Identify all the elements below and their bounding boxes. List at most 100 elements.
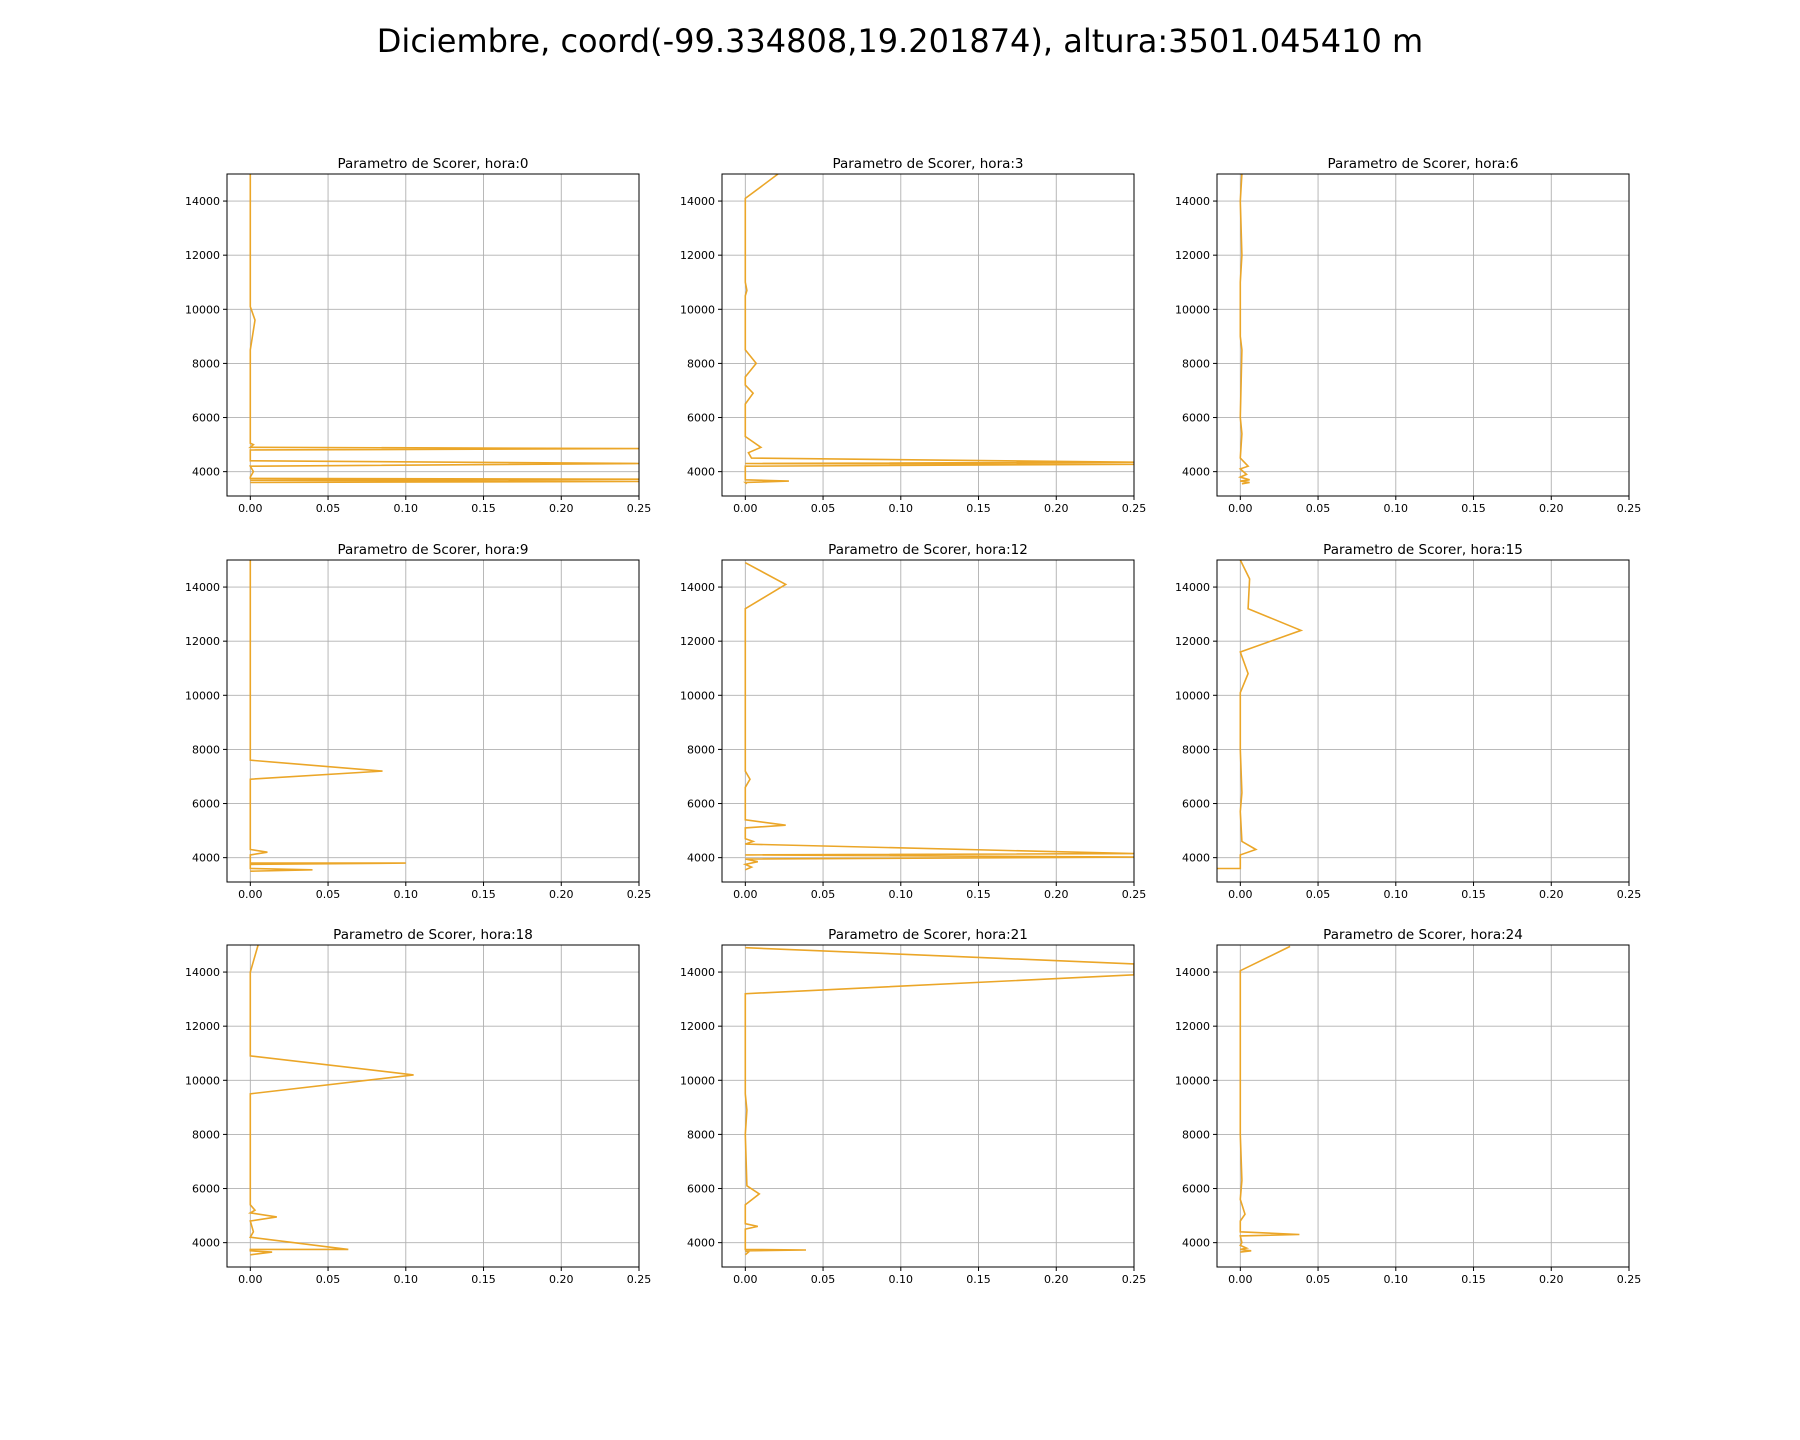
y-tick-label: 8000 [1182, 743, 1210, 756]
x-tick-label: 0.10 [1384, 888, 1409, 901]
y-tick-label: 6000 [192, 1183, 220, 1196]
y-tick-label: 4000 [192, 852, 220, 865]
x-tick-label: 0.15 [1461, 502, 1486, 515]
x-tick-label: 0.20 [1539, 1273, 1564, 1286]
x-tick-label: 0.25 [1617, 1273, 1642, 1286]
y-tick-label: 6000 [1182, 412, 1210, 425]
x-tick-label: 0.10 [394, 502, 419, 515]
y-tick-label: 10000 [680, 303, 715, 316]
y-tick-label: 10000 [185, 1074, 220, 1087]
y-tick-label: 14000 [185, 195, 220, 208]
y-tick-label: 14000 [185, 966, 220, 979]
y-tick-label: 6000 [1182, 798, 1210, 811]
figure-suptitle: Diciembre, coord(-99.334808,19.201874), … [377, 22, 1423, 60]
x-tick-label: 0.10 [889, 502, 914, 515]
x-tick-label: 0.25 [1122, 888, 1147, 901]
y-tick-label: 10000 [185, 689, 220, 702]
x-tick-label: 0.20 [1044, 502, 1069, 515]
subplot-0: Parametro de Scorer, hora:0 0.00 0.05 0.10 0… [185, 156, 651, 515]
y-tick-label: 4000 [192, 466, 220, 479]
x-tick-label: 0.25 [627, 502, 652, 515]
x-tick-label: 0.00 [733, 1273, 758, 1286]
x-tick-label: 0.00 [238, 502, 263, 515]
y-tick-label: 4000 [1182, 852, 1210, 865]
y-tick-label: 12000 [185, 249, 220, 262]
x-tick-label: 0.10 [1384, 502, 1409, 515]
x-tick-label: 0.15 [1461, 888, 1486, 901]
subplot-title: Parametro de Scorer, hora:21 [828, 927, 1028, 943]
y-tick-label: 8000 [192, 743, 220, 756]
subplot-title: Parametro de Scorer, hora:12 [828, 542, 1028, 558]
x-tick-label: 0.15 [966, 1273, 991, 1286]
series-line [742, 561, 1134, 871]
y-tick-label: 8000 [687, 357, 715, 370]
x-tick-label: 0.10 [394, 1273, 419, 1286]
y-tick-label: 14000 [1175, 966, 1210, 979]
x-tick-label: 0.25 [627, 1273, 652, 1286]
series-line [1237, 174, 1250, 485]
x-tick-label: 0.20 [1044, 1273, 1069, 1286]
y-tick-label: 10000 [1175, 689, 1210, 702]
x-tick-label: 0.00 [1228, 1273, 1253, 1286]
axes-frame [721, 173, 1135, 497]
subplot-8: Parametro de Scorer, hora:24 0.00 0.05 0.10… [1175, 927, 1641, 1286]
x-tick-label: 0.25 [1617, 502, 1642, 515]
subplot-3: Parametro de Scorer, hora:9 0.00 0.05 0.10 0… [185, 542, 651, 901]
y-tick-label: 6000 [1182, 1183, 1210, 1196]
x-tick-label: 0.25 [627, 888, 652, 901]
x-tick-label: 0.20 [1044, 888, 1069, 901]
subplot-5: Parametro de Scorer, hora:15 0.00 0.05 0.10… [1175, 542, 1641, 901]
axes-frame [226, 944, 640, 1268]
subplot-title: Parametro de Scorer, hora:3 [832, 156, 1023, 172]
y-tick-label: 10000 [1175, 303, 1210, 316]
series-line [249, 560, 406, 872]
y-tick-label: 6000 [687, 1183, 715, 1196]
x-tick-label: 0.00 [733, 502, 758, 515]
series-line [247, 945, 414, 1256]
y-tick-label: 4000 [687, 1237, 715, 1250]
x-tick-label: 0.15 [966, 888, 991, 901]
axes-frame [1216, 173, 1630, 497]
x-tick-label: 0.00 [733, 888, 758, 901]
series-line [248, 174, 639, 484]
x-tick-label: 0.00 [1228, 502, 1253, 515]
x-tick-label: 0.05 [811, 502, 836, 515]
x-tick-label: 0.05 [316, 502, 341, 515]
y-tick-label: 4000 [687, 466, 715, 479]
x-tick-label: 0.15 [1461, 1273, 1486, 1286]
subplot-2: Parametro de Scorer, hora:6 0.00 0.05 0.10 0… [1175, 156, 1641, 515]
subplot-title: Parametro de Scorer, hora:0 [337, 156, 528, 172]
x-tick-label: 0.20 [1539, 888, 1564, 901]
y-tick-label: 12000 [185, 1020, 220, 1033]
x-tick-label: 0.05 [316, 888, 341, 901]
y-tick-label: 8000 [1182, 1128, 1210, 1141]
x-tick-label: 0.05 [811, 1273, 836, 1286]
y-tick-label: 14000 [680, 195, 715, 208]
subplot-7: Parametro de Scorer, hora:21 0.00 0.05 0.10… [680, 927, 1146, 1286]
y-tick-label: 12000 [1175, 1020, 1210, 1033]
y-tick-label: 14000 [1175, 195, 1210, 208]
x-tick-label: 0.25 [1122, 502, 1147, 515]
y-tick-label: 14000 [680, 581, 715, 594]
y-tick-label: 10000 [680, 1074, 715, 1087]
axes-frame [721, 944, 1135, 1268]
x-tick-label: 0.05 [1306, 1273, 1331, 1286]
y-tick-label: 12000 [1175, 635, 1210, 648]
x-tick-label: 0.25 [1122, 1273, 1147, 1286]
series-line [743, 174, 1134, 485]
x-tick-label: 0.00 [238, 1273, 263, 1286]
x-tick-label: 0.15 [471, 888, 496, 901]
y-tick-label: 6000 [687, 412, 715, 425]
y-tick-label: 8000 [687, 1128, 715, 1141]
y-tick-label: 12000 [1175, 249, 1210, 262]
x-tick-label: 0.15 [471, 502, 496, 515]
series-line [1239, 945, 1300, 1253]
y-tick-label: 8000 [1182, 357, 1210, 370]
axes-frame [721, 559, 1135, 883]
y-tick-label: 4000 [687, 852, 715, 865]
x-tick-label: 0.05 [1306, 888, 1331, 901]
x-tick-label: 0.00 [238, 888, 263, 901]
subplot-grid: Parametro de Scorer, hora:0 0.00 0.05 0.10 0… [185, 156, 1641, 1286]
axes-frame [226, 173, 640, 497]
